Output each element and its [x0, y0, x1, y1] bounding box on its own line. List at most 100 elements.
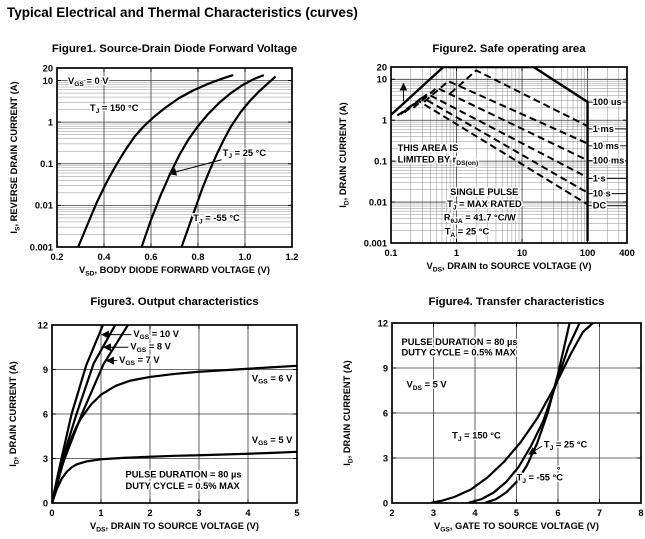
fig3-output-characteristics-y-axis-label: ID, DRAIN CURRENT (A)	[8, 361, 20, 467]
x-tick-label-5: 5	[514, 508, 519, 518]
annotation-1-ms: 1 ms	[593, 124, 614, 134]
curve-tj-150-c	[431, 323, 594, 503]
annotation-t-j-25-c: TJ = 25 °C	[544, 440, 588, 452]
figure1-source-drain-diode-forward-voltage: Figure1. Source-Drain Diode Forward Volt…	[0, 38, 332, 290]
figure2-safe-operating-area: Figure2. Safe operating area THIS AREA IS…	[332, 38, 645, 290]
x-tick-label-0-1: 0.1	[385, 248, 398, 258]
fig1-source-drain-diode-forward-voltage-caption: Figure1. Source-Drain Diode Forward Volt…	[52, 43, 297, 55]
y-tick-label-9: 9	[383, 363, 388, 373]
curve-soa-boundary	[391, 67, 589, 242]
fig4-transfer-characteristics-caption: Figure4. Transfer characteristics	[428, 296, 604, 308]
x-tick-label-0-6: 0.6	[145, 252, 158, 262]
x-tick-label-6: 6	[555, 508, 560, 518]
fig3-output-characteristics-x-axis-label: VDS, DRAIN TO SOURCE VOLTAGE (V)	[90, 521, 259, 533]
y-tick-label-1: 1	[48, 117, 53, 127]
y-tick-label-6: 6	[43, 409, 48, 419]
curve-10-s	[399, 96, 589, 194]
y-tick-label-0: 0	[43, 498, 48, 508]
annotation-v-gs-8-v: VGS = 8 V	[130, 341, 171, 353]
y-tick-label-0: 0	[383, 498, 388, 508]
annotation-t-j-max-rated: TJ = MAX RATED	[447, 199, 522, 211]
annotation-100-us: 100 us	[593, 97, 622, 107]
x-tick-label-2: 2	[147, 508, 152, 518]
x-tick-label-0-8: 0.8	[192, 252, 205, 262]
y-tick-label-0-1: 0.1	[40, 159, 53, 169]
y-tick-label-20: 20	[377, 62, 387, 72]
annotation-1-s: 1 s	[593, 173, 606, 183]
annotation-t-j-150-c: TJ = 150 °C	[90, 103, 139, 115]
fig2-safe-operating-area-x-axis-label: VDS, DRAIN to SOURCE VOLTAGE (V)	[427, 261, 592, 273]
annotation-v-gs-0-v: VGS = 0 V	[68, 76, 109, 88]
y-tick-label-0-1: 0.1	[374, 156, 387, 166]
annotation-pulse-duration-80-s: PULSE DURATION = 80 µs	[126, 469, 242, 479]
figure4-transfer-characteristics: Figure4. Transfer characteristics PULSE D…	[332, 292, 645, 539]
annotation-t-j-25-c: TJ = 25 °C	[223, 148, 267, 160]
annotation-limited-by-r-ds-on: LIMITED BY rDS(on)	[398, 155, 479, 167]
curve-tj-25-c	[468, 323, 581, 503]
fig4-transfer-characteristics-x-axis-label: VGS, GATE TO SOURCE VOLTAGE (V)	[434, 521, 599, 533]
x-tick-label-4: 4	[245, 508, 251, 518]
x-tick-label-3: 3	[431, 508, 436, 518]
curve-tj-55-c	[180, 75, 277, 247]
y-tick-label-0-001: 0.001	[30, 242, 53, 252]
x-tick-label-5: 5	[294, 508, 299, 518]
x-tick-label-8: 8	[638, 508, 643, 518]
y-tick-label-3: 3	[383, 453, 388, 463]
y-tick-label-10: 10	[377, 75, 387, 85]
y-tick-label-20: 20	[43, 63, 53, 73]
y-tick-label-9: 9	[43, 365, 48, 375]
curve-tj-55-c	[485, 323, 571, 503]
y-tick-label-0-01: 0.01	[35, 201, 53, 211]
x-tick-label-2: 2	[389, 508, 394, 518]
annotation-v-gs-6-v: VGS = 6 V	[252, 373, 293, 385]
y-tick-label-0-01: 0.01	[369, 197, 387, 207]
annotation-t-j-150-c: TJ = 150 °C	[452, 431, 501, 443]
fig2-safe-operating-area-y-axis-label: ID, DRAIN CURRENT (A)	[338, 102, 350, 208]
annotation-single-pulse: SINGLE PULSE	[450, 187, 518, 197]
x-tick-label-1: 1	[454, 248, 459, 258]
x-tick-label-10: 10	[517, 248, 527, 258]
annotation-v-gs-7-v: VGS = 7 V	[119, 355, 160, 367]
fig1-source-drain-diode-forward-voltage-y-axis-label: IS, REVERSE DRAIN CURRENT (A)	[9, 81, 21, 233]
y-tick-label-1: 1	[382, 116, 387, 126]
annotation-this-area-is: THIS AREA IS	[398, 143, 459, 153]
x-tick-label-400: 400	[619, 248, 635, 258]
x-tick-label-100: 100	[580, 248, 596, 258]
fig2-safe-operating-area-caption: Figure2. Safe operating area	[432, 43, 586, 55]
page-title: Typical Electrical and Thermal Character…	[7, 5, 358, 20]
fig3-output-characteristics-svg: Figure3. Output characteristics VGS = 10 …	[8, 296, 300, 533]
curve-tj-25-c	[140, 74, 265, 247]
x-tick-label-1-2: 1.2	[286, 252, 299, 262]
curve-10-ms	[423, 80, 588, 145]
fig4-transfer-characteristics-svg: Figure4. Transfer characteristics PULSE D…	[342, 296, 644, 533]
annotation-v-ds-5-v: VDS = 5 V	[407, 380, 448, 392]
y-tick-label-12: 12	[378, 318, 388, 328]
curve-1-s	[403, 92, 589, 179]
curve-vgs-5-v	[52, 450, 297, 503]
curve-tj-150-c	[77, 74, 234, 247]
annotation-: °	[557, 465, 561, 475]
x-tick-label-1: 1	[98, 508, 103, 518]
annotation-r-ja-41-7-c-w: RθJA = 41.7 °C/W	[444, 213, 516, 225]
x-tick-label-4: 4	[472, 508, 478, 518]
annotation-duty-cycle-0-5-max: DUTY CYCLE = 0.5% MAX	[402, 347, 517, 357]
y-tick-label-10: 10	[43, 76, 53, 86]
fig3-output-characteristics-caption: Figure3. Output characteristics	[90, 296, 258, 308]
annotation-10-ms: 10 ms	[593, 141, 619, 151]
annotation-10-s: 10 s	[593, 189, 611, 199]
annotation-dc: DC	[593, 201, 607, 211]
curve-dc	[396, 99, 589, 206]
fig1-source-drain-diode-forward-voltage-x-axis-label: VSD, BODY DIODE FORWARD VOLTAGE (V)	[79, 265, 270, 277]
fig1-source-drain-diode-forward-voltage-svg: Figure1. Source-Drain Diode Forward Volt…	[9, 43, 299, 277]
curve-1-ms	[449, 69, 588, 127]
annotation-duty-cycle-0-5-max: DUTY CYCLE = 0.5% MAX	[126, 481, 241, 491]
annotation-100-ms: 100 ms	[593, 156, 625, 166]
annotation-arrow	[168, 159, 222, 176]
annotation-t-a-25-c: TA = 25 °C	[445, 227, 490, 239]
x-tick-label-3: 3	[196, 508, 201, 518]
y-tick-label-3: 3	[43, 454, 48, 464]
annotation-t-j-55-c: TJ = -55 °C	[193, 213, 240, 225]
x-tick-label-0-2: 0.2	[51, 252, 64, 262]
annotation-arrow	[528, 445, 543, 455]
annotation-pulse-duration-80-s: PULSE DURATION = 80 µs	[402, 337, 518, 347]
